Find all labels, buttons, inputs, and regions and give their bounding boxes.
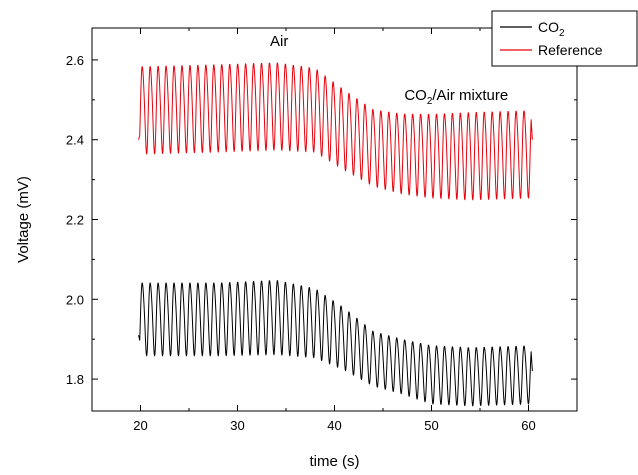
annotation-co2-air-mixture: CO2/Air mixture — [404, 87, 508, 107]
annotations: Air CO2/Air mixture — [270, 33, 508, 107]
legend-box — [491, 10, 638, 67]
x-tick-label: 20 — [133, 418, 147, 433]
annotation-air: Air — [270, 33, 288, 50]
legend: CO2 Reference — [491, 10, 638, 67]
legend-label: Reference — [538, 42, 603, 58]
y-tick-label: 2.2 — [66, 213, 84, 228]
x-tick-label: 60 — [521, 418, 535, 433]
x-tick-label: 30 — [230, 418, 244, 433]
x-tick-label: 40 — [327, 418, 341, 433]
y-tick-label: 2.0 — [66, 292, 84, 307]
y-tick-label: 2.4 — [66, 133, 84, 148]
legend-label: CO2 — [538, 19, 565, 39]
y-axis-title: Voltage (mV) — [15, 176, 32, 263]
axis-ticks: 20 30 40 50 60 1.8 2.0 2.2 2.4 2.6 — [66, 28, 577, 433]
series-layer — [138, 62, 533, 407]
y-tick-label: 2.6 — [66, 53, 84, 68]
y-tick-label: 1.8 — [66, 372, 84, 387]
x-axis-title: time (s) — [310, 453, 360, 470]
co2-series-line — [138, 280, 533, 407]
reference-series-line — [138, 62, 533, 201]
x-tick-label: 50 — [424, 418, 438, 433]
